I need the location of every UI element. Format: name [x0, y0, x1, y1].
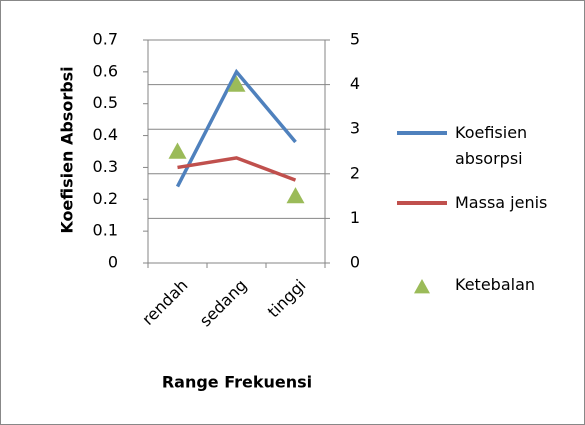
- line: [177, 156, 297, 182]
- y2-tick-label: 0: [350, 253, 360, 272]
- y2-tick-label: 5: [350, 30, 360, 49]
- y-tick-label: 0: [108, 253, 118, 272]
- y2-tick-label: 3: [350, 119, 360, 138]
- marker: [168, 142, 187, 159]
- y-tick-label: 0.2: [93, 189, 118, 208]
- y-tick-label: 0.5: [93, 93, 118, 112]
- line: [175, 68, 297, 188]
- legend-label: Massa jenis: [455, 193, 548, 212]
- y2-tick-label: 2: [350, 163, 360, 182]
- y2-tick-label: 1: [350, 208, 360, 227]
- legend-line: [397, 131, 447, 135]
- legend-line: [397, 201, 447, 205]
- y-axis-title: Koefisien Absorbsi: [58, 66, 77, 233]
- y-tick-label: 0.3: [93, 157, 118, 176]
- legend-swatch: [392, 190, 447, 216]
- legend-item: Massa jenis: [392, 190, 582, 216]
- marker: [227, 75, 246, 92]
- legend-label: Koefisien absorpsi: [455, 123, 528, 168]
- x-axis-title: Range Frekuensi: [162, 373, 312, 392]
- y-tick-label: 0.4: [93, 125, 118, 144]
- legend-item: Koefisien absorpsi: [392, 120, 582, 172]
- marker: [286, 187, 305, 204]
- legend-marker: [414, 279, 430, 294]
- legend-label: Ketebalan: [455, 275, 536, 294]
- y-tick-label: 0.7: [93, 30, 118, 49]
- y-tick-label: 0.6: [93, 61, 118, 80]
- y-tick-label: 0.1: [93, 221, 118, 240]
- legend-swatch: [392, 120, 447, 146]
- legend-item: Ketebalan: [392, 272, 582, 298]
- y2-tick-label: 4: [350, 74, 360, 93]
- legend-swatch: [392, 272, 447, 298]
